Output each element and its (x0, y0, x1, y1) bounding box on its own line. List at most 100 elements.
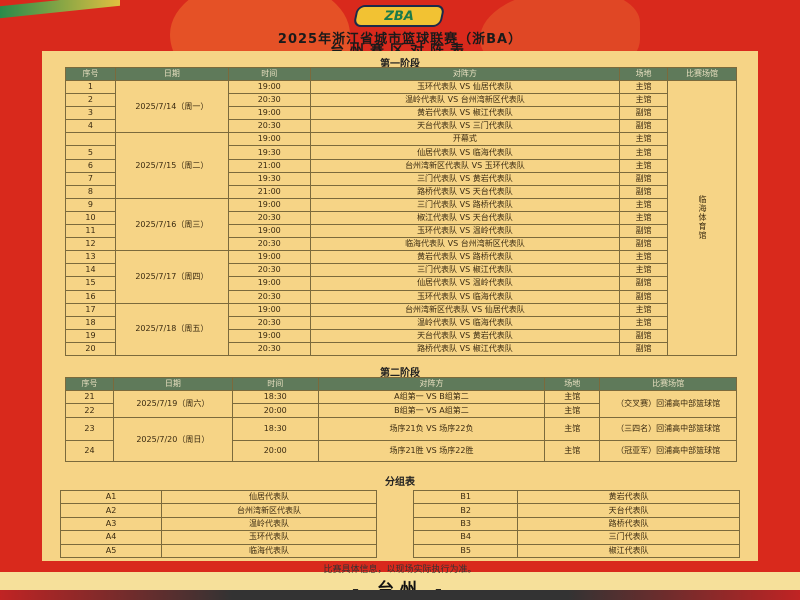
column-header: 对阵方 (317, 377, 546, 391)
court: 主馆 (544, 403, 601, 418)
match-date: 2025/7/18（周五） (114, 302, 229, 356)
group-row: A2 台州湾新区代表队 (59, 503, 377, 518)
match-time: 20:30 (227, 341, 311, 356)
table-row: 17 2025/7/18（周五） 19:00 台州湾新区代表队 VS 仙居代表队 主馆 (65, 302, 737, 356)
matchup: 黄岩代表队 VS 路桥代表队 (309, 250, 621, 265)
phase2-title: 第二阶段 (380, 368, 420, 379)
matchup: 温岭代表队 VS 台州湾新区代表队 (309, 93, 621, 108)
matchup: 玉环代表队 VS 温岭代表队 (309, 224, 621, 239)
matchup: 天台代表队 VS 三门代表队 (309, 119, 621, 134)
match-number: 19 (65, 328, 116, 343)
match-time: 20:00 (231, 403, 319, 418)
table-row: 2025/7/15（周二） 19:00 开幕式 主馆 (65, 132, 737, 199)
table-row: 14 20:30 三门代表队 VS 椒江代表队 主馆 (65, 263, 737, 278)
match-time: 19:00 (227, 132, 311, 147)
column-header: 比赛场馆 (599, 377, 737, 391)
match-time: 18:30 (231, 417, 319, 441)
court: 副馆 (619, 224, 669, 239)
group-seed: B1 (412, 489, 519, 505)
match-time: 19:00 (227, 328, 311, 343)
match-time: 20:30 (227, 119, 311, 134)
match-number: 1 (65, 79, 116, 95)
match-time: 19:00 (227, 250, 311, 265)
matchup: 仙居代表队 VS 临海代表队 (309, 145, 621, 160)
court: 副馆 (619, 328, 669, 343)
column-header: 比赛场馆 (667, 67, 737, 81)
group-team: 临海代表队 (161, 543, 377, 558)
court: 副馆 (619, 237, 669, 252)
match-number: 15 (65, 276, 116, 291)
column-header: 场地 (544, 377, 601, 391)
court: 主馆 (619, 263, 669, 278)
match-number: 2 (65, 93, 116, 108)
groups-title: 分组表 (385, 477, 415, 488)
match-number: 23 (65, 417, 114, 441)
header-row: 序号 日期 时间 对阵方 场地 比赛场馆 (65, 377, 737, 391)
court: 主馆 (619, 132, 669, 147)
column-header: 对阵方 (309, 67, 621, 81)
column-header: 场地 (619, 67, 669, 81)
match-number: 22 (65, 403, 114, 418)
match-time: 20:30 (227, 93, 311, 108)
table-row: 23 2025/7/20（周日） 18:30 场序21负 VS 场序22负 主馆 （三四名… (65, 417, 737, 462)
matchup: 天台代表队 VS 黄岩代表队 (309, 328, 621, 343)
venue: （交叉赛）回浦高中部篮球馆 (599, 390, 737, 418)
court: 主馆 (619, 197, 669, 212)
group-seed: B4 (412, 530, 519, 545)
match-time: 19:00 (227, 106, 311, 121)
group-team: 天台代表队 (517, 503, 740, 518)
match-number: 17 (65, 302, 116, 317)
court: 主馆 (544, 390, 601, 404)
match-time: 19:00 (227, 276, 311, 291)
match-number: 20 (65, 341, 116, 356)
match-number: 24 (65, 440, 114, 462)
matchup: 开幕式 (309, 132, 621, 147)
phase1-table: 序号 日期 时间 对阵方 场地 比赛场馆 1 2025/7/14（周一） 19:00 玉环代表队 … (65, 67, 737, 356)
court: 主馆 (619, 158, 669, 173)
column-header: 日期 (112, 377, 233, 391)
matchup: 路桥代表队 VS 椒江代表队 (309, 341, 621, 356)
match-time: 20:30 (227, 315, 311, 330)
match-time: 19:00 (227, 79, 311, 95)
match-number: 3 (65, 106, 116, 121)
column-header: 序号 (65, 67, 116, 81)
group-team: 仙居代表队 (161, 489, 377, 505)
match-number: 21 (65, 390, 114, 404)
court: 副馆 (619, 341, 669, 356)
match-number: 11 (65, 224, 116, 239)
group-seed: A3 (59, 516, 163, 532)
match-number (65, 132, 116, 147)
table-row: 21 2025/7/19（周六） 18:30 A组第一 VS B组第二 主馆 （交叉赛）回… (65, 390, 737, 418)
group-team: 温岭代表队 (161, 516, 377, 532)
match-time: 20:30 (227, 237, 311, 252)
matchup: 玉环代表队 VS 仙居代表队 (309, 79, 621, 95)
match-time: 19:30 (227, 145, 311, 160)
matchup: 临海代表队 VS 台州湾新区代表队 (309, 237, 621, 252)
match-number: 6 (65, 158, 116, 173)
matchup: 温岭代表队 VS 临海代表队 (309, 315, 621, 330)
group-row: B4 三门代表队 (412, 530, 740, 545)
court: 主馆 (619, 302, 669, 317)
table-row: 22 20:00 B组第一 VS A组第二 主馆 (65, 403, 737, 418)
match-time: 19:30 (227, 171, 311, 186)
match-number: 4 (65, 119, 116, 134)
group-row: A1 仙居代表队 (59, 489, 377, 505)
matchup: 场序21胜 VS 场序22胜 (317, 440, 546, 462)
group-row: B3 路桥代表队 (412, 516, 740, 532)
matchup: 场序21负 VS 场序22负 (317, 417, 546, 441)
court: 副馆 (619, 289, 669, 304)
table-row: 19 19:00 天台代表队 VS 黄岩代表队 副馆 (65, 328, 737, 343)
matchup: 三门代表队 VS 路桥代表队 (309, 197, 621, 212)
group-team: 黄岩代表队 (517, 489, 740, 505)
court: 主馆 (544, 440, 601, 462)
table-row: 1 2025/7/14（周一） 19:00 玉环代表队 VS 仙居代表队 主馆 临海体育馆 (65, 79, 737, 356)
match-time: 20:30 (227, 289, 311, 304)
table-row: 18 20:30 温岭代表队 VS 临海代表队 主馆 (65, 315, 737, 330)
match-number: 16 (65, 289, 116, 304)
column-header: 日期 (114, 67, 229, 81)
venue: （冠亚军）回浦高中部篮球馆 (599, 440, 737, 462)
court: 主馆 (619, 145, 669, 160)
match-date: 2025/7/20（周日） (112, 417, 233, 462)
page-title: 2025年浙江省城市篮球联赛（浙BA） (277, 32, 523, 47)
court: 主馆 (619, 250, 669, 265)
